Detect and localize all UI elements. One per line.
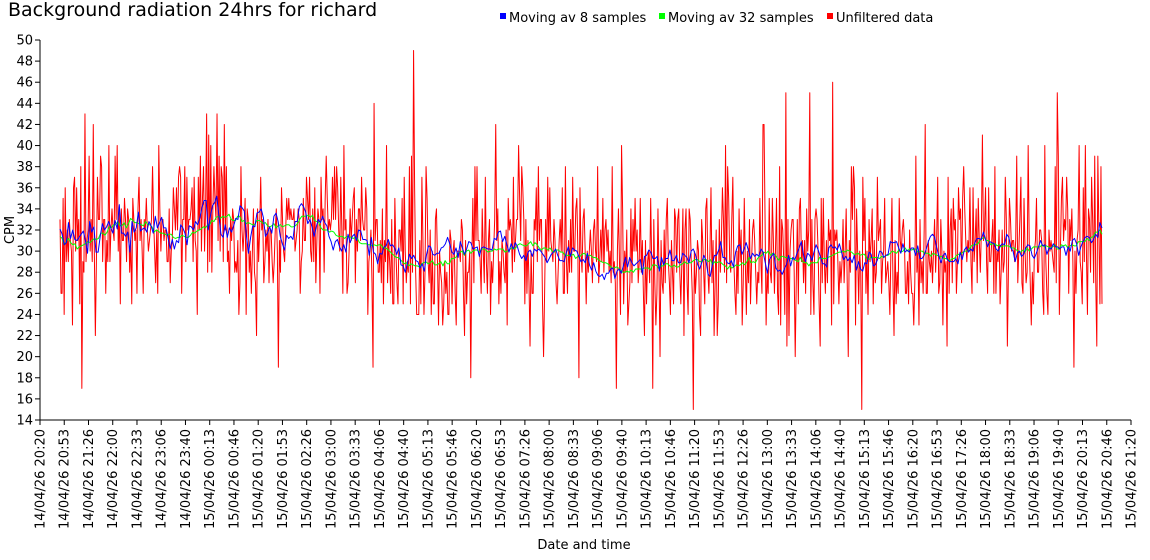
- x-tick-label: 14/04/26 23:06: [155, 429, 170, 529]
- x-tick-label: 15/04/26 10:13: [640, 429, 655, 529]
- x-tick-label: 15/04/26 01:53: [276, 429, 291, 529]
- x-axis-ticks: 14/04/26 20:20 14/04/26 20:53 14/04/26 21:…: [34, 420, 1140, 529]
- legend-label-ma8: Moving av 8 samples: [509, 11, 647, 26]
- legend-swatch-ma8: [500, 13, 506, 19]
- y-tick-label: 36: [16, 181, 33, 196]
- x-tick-label: 15/04/26 10:46: [664, 429, 679, 529]
- x-tick-label: 15/04/26 04:40: [397, 429, 412, 529]
- x-tick-label: 15/04/26 07:26: [518, 429, 533, 529]
- x-tick-label: 15/04/26 15:13: [858, 429, 873, 529]
- x-tick-label: 15/04/26 20:13: [1076, 429, 1091, 529]
- x-tick-label: 14/04/26 22:33: [130, 429, 145, 529]
- x-tick-label: 15/04/26 19:06: [1028, 429, 1043, 529]
- x-tick-label: 15/04/26 05:46: [446, 429, 461, 529]
- x-tick-label: 15/04/26 17:26: [955, 429, 970, 529]
- x-tick-label: 15/04/26 00:13: [203, 429, 218, 529]
- x-tick-label: 14/04/26 22:00: [106, 429, 121, 529]
- legend-swatch-unfiltered: [827, 13, 833, 19]
- series-line-unfiltered: [59, 50, 1103, 410]
- x-tick-label: 15/04/26 18:33: [1003, 429, 1018, 529]
- x-tick-label: 14/04/26 20:20: [34, 429, 49, 529]
- y-tick-label: 22: [16, 329, 33, 344]
- x-tick-label: 15/04/26 16:53: [931, 429, 946, 529]
- x-tick-label: 15/04/26 20:46: [1100, 429, 1115, 529]
- y-tick-label: 38: [16, 160, 33, 175]
- series-line-ma32: [59, 213, 1103, 273]
- y-tick-label: 14: [16, 414, 33, 429]
- x-tick-label: 15/04/26 11:20: [688, 429, 703, 529]
- y-tick-label: 32: [16, 224, 33, 239]
- legend-swatch-ma32: [659, 13, 665, 19]
- x-tick-label: 15/04/26 21:20: [1125, 429, 1140, 529]
- y-tick-label: 42: [16, 118, 33, 133]
- legend-item-ma32: Moving av 32 samples: [659, 11, 814, 26]
- chart-title: Background radiation 24hrs for richard: [8, 0, 377, 21]
- x-tick-label: 14/04/26 20:53: [58, 429, 73, 529]
- y-tick-label: 28: [16, 266, 33, 281]
- legend-item-unfiltered: Unfiltered data: [827, 11, 933, 26]
- legend: Moving av 8 samples Moving av 32 samples…: [500, 11, 933, 26]
- y-tick-label: 34: [16, 202, 33, 217]
- y-tick-label: 16: [16, 392, 33, 407]
- x-axis-label: Date and time: [537, 538, 630, 553]
- y-tick-label: 30: [16, 245, 33, 260]
- x-tick-label: 15/04/26 16:20: [906, 429, 921, 529]
- x-tick-label: 15/04/26 09:06: [591, 429, 606, 529]
- series-line-ma8: [59, 195, 1103, 281]
- y-tick-label: 48: [16, 55, 33, 70]
- x-tick-label: 15/04/26 09:40: [615, 429, 630, 529]
- x-tick-label: 15/04/26 02:26: [300, 429, 315, 529]
- x-tick-label: 15/04/26 03:00: [324, 429, 339, 529]
- x-tick-label: 15/04/26 03:33: [349, 429, 364, 529]
- legend-label-ma32: Moving av 32 samples: [668, 11, 814, 26]
- x-tick-label: 15/04/26 06:20: [470, 429, 485, 529]
- x-tick-label: 15/04/26 01:20: [252, 429, 267, 529]
- x-tick-label: 15/04/26 05:13: [421, 429, 436, 529]
- x-tick-label: 15/04/26 18:00: [979, 429, 994, 529]
- x-tick-label: 15/04/26 06:53: [494, 429, 509, 529]
- y-tick-label: 24: [16, 308, 33, 323]
- series-layer: [59, 50, 1103, 410]
- x-tick-label: 15/04/26 08:33: [567, 429, 582, 529]
- y-tick-label: 26: [16, 287, 33, 302]
- y-tick-label: 18: [16, 371, 33, 386]
- x-tick-label: 15/04/26 15:46: [882, 429, 897, 529]
- x-tick-label: 15/04/26 14:40: [834, 429, 849, 529]
- y-tick-label: 50: [16, 34, 33, 49]
- y-tick-label: 20: [16, 350, 33, 365]
- y-tick-label: 44: [16, 97, 33, 112]
- x-tick-label: 15/04/26 13:00: [761, 429, 776, 529]
- x-tick-label: 15/04/26 00:46: [227, 429, 242, 529]
- x-tick-label: 15/04/26 11:53: [712, 429, 727, 529]
- x-tick-label: 15/04/26 14:06: [809, 429, 824, 529]
- x-tick-label: 15/04/26 04:06: [373, 429, 388, 529]
- legend-label-unfiltered: Unfiltered data: [836, 11, 933, 26]
- y-axis-ticks: 14 16 18 20 22 24 26 28 30 32 34 36 38 40 42 44 46 48 50: [16, 34, 40, 429]
- x-tick-label: 15/04/26 12:26: [737, 429, 752, 529]
- y-tick-label: 40: [16, 139, 33, 154]
- x-tick-label: 14/04/26 23:40: [179, 429, 194, 529]
- x-tick-label: 15/04/26 13:33: [785, 429, 800, 529]
- y-axis-label: CPM: [3, 216, 18, 244]
- x-tick-label: 14/04/26 21:26: [82, 429, 97, 529]
- x-tick-label: 15/04/26 08:00: [543, 429, 558, 529]
- y-tick-label: 46: [16, 76, 33, 91]
- legend-item-ma8: Moving av 8 samples: [500, 11, 647, 26]
- x-tick-label: 15/04/26 19:40: [1052, 429, 1067, 529]
